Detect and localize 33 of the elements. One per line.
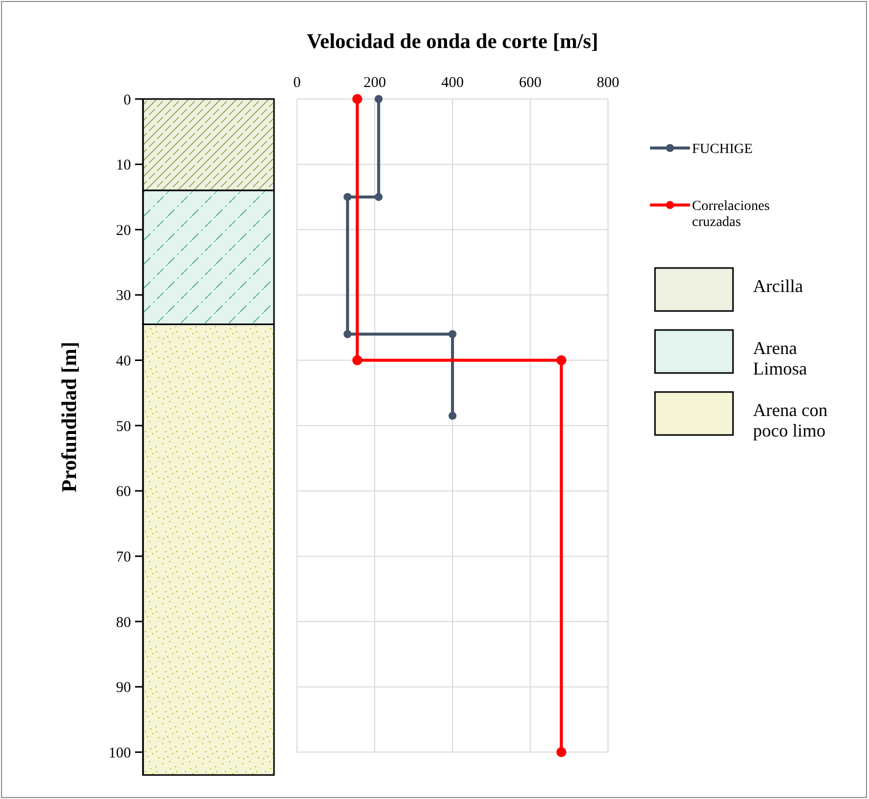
y-tick-label: 0 bbox=[124, 92, 131, 108]
point bbox=[374, 192, 383, 201]
point bbox=[344, 330, 352, 338]
legend-label: FUCHIGE bbox=[692, 142, 753, 157]
point bbox=[448, 330, 456, 338]
x-tick-label: 600 bbox=[519, 75, 542, 91]
y-tick-label: 30 bbox=[116, 288, 131, 304]
legend-label: Arena Limosa bbox=[753, 338, 807, 379]
y-tick-label: 60 bbox=[116, 484, 131, 500]
legend-label: Correlaciones cruzadas bbox=[692, 199, 770, 230]
y-axis-title: Profundidad [m] bbox=[57, 342, 81, 492]
y-tick-label: 10 bbox=[116, 158, 131, 174]
x-tick-label: 800 bbox=[596, 75, 620, 91]
y-tick-label: 20 bbox=[116, 222, 131, 239]
legend-label: Arcilla bbox=[753, 276, 803, 296]
y-tick-label: 80 bbox=[116, 614, 131, 631]
legend-label: Arena con poco limo bbox=[753, 400, 828, 441]
x-tick-label: 0 bbox=[293, 75, 301, 91]
y-tick-label: 100 bbox=[108, 745, 131, 762]
point bbox=[352, 94, 362, 104]
x-tick-label: 400 bbox=[441, 75, 464, 91]
y-tick-label: 40 bbox=[116, 354, 131, 370]
point bbox=[352, 355, 362, 366]
x-axis-title: Velocidad de onda de corte [m/s] bbox=[306, 29, 598, 53]
x-tick-label: 200 bbox=[364, 75, 386, 91]
y-tick-label: 50 bbox=[116, 418, 131, 435]
point bbox=[448, 412, 456, 420]
y-tick-label: 90 bbox=[116, 680, 131, 696]
y-tick-label: 70 bbox=[116, 549, 131, 566]
point bbox=[556, 747, 566, 758]
point bbox=[344, 192, 352, 201]
point bbox=[374, 95, 383, 103]
point bbox=[556, 355, 566, 366]
